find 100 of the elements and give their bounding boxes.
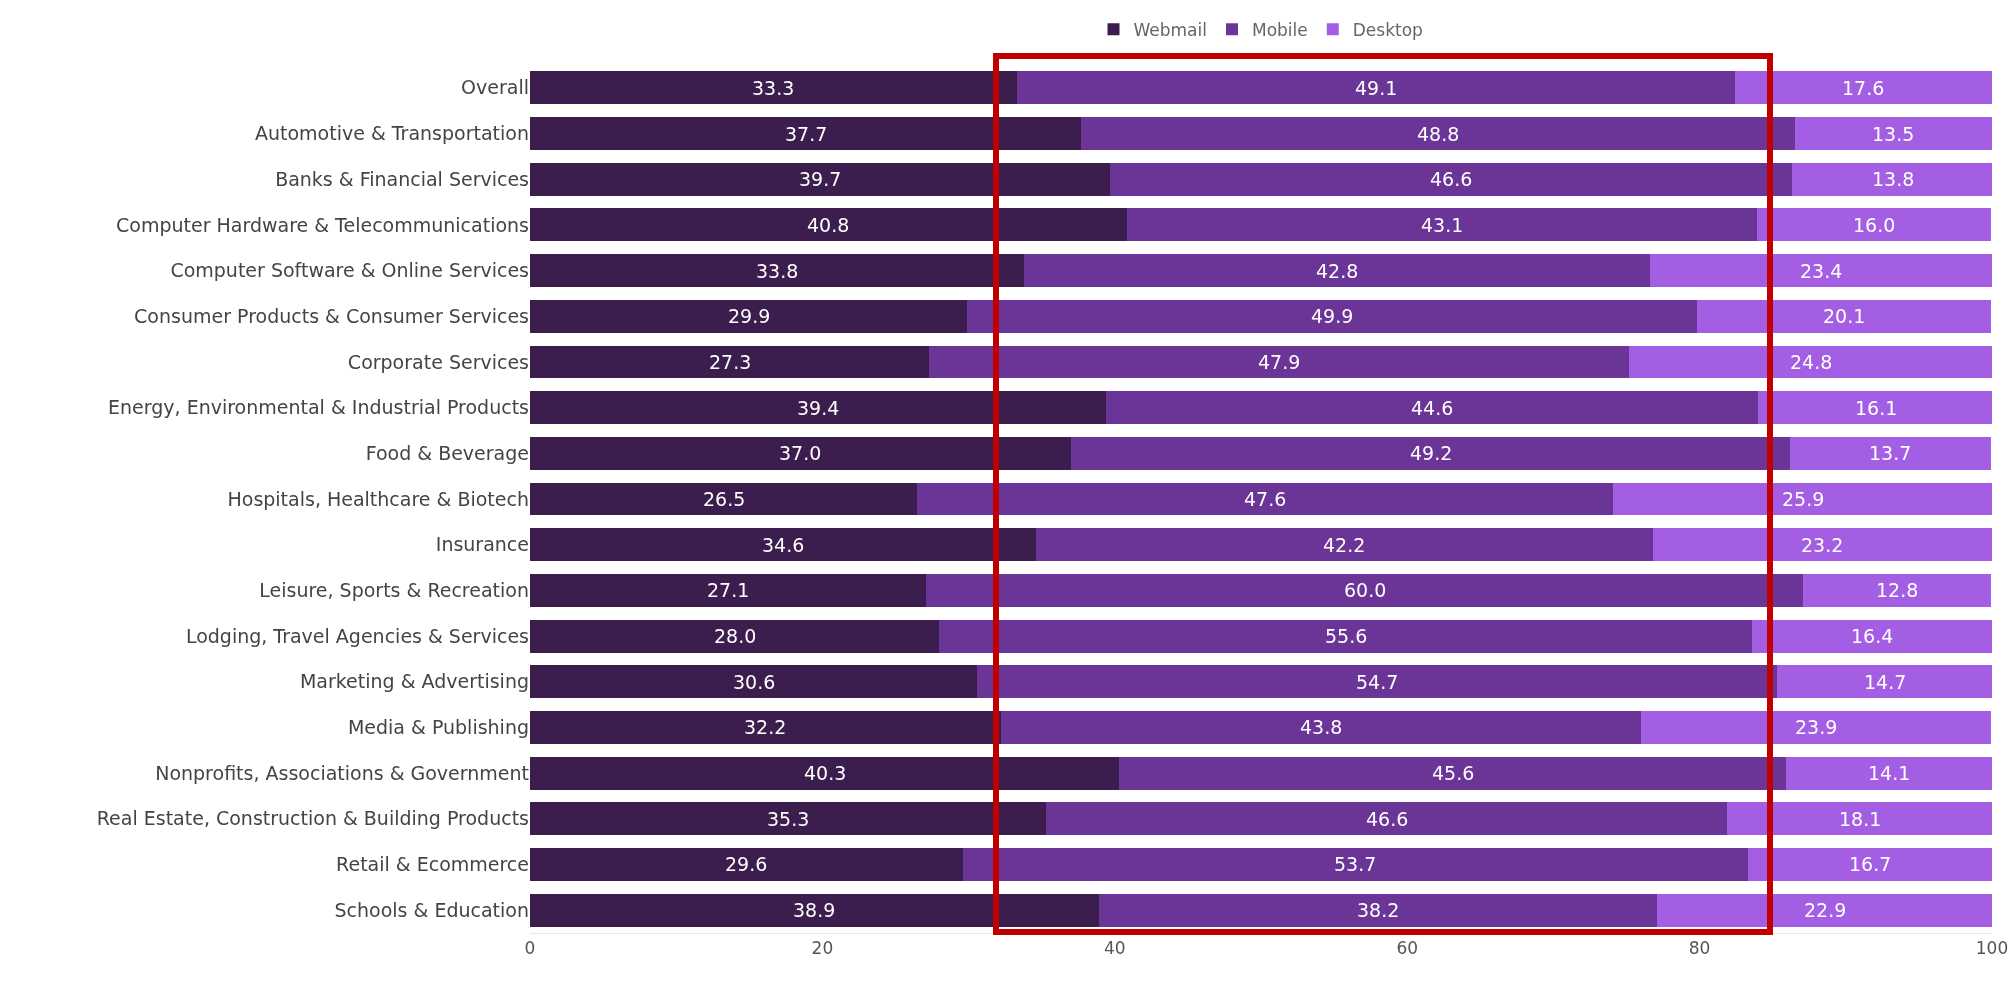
- y-tick-label: Food & Beverage: [365, 441, 529, 464]
- bar: [530, 573, 927, 607]
- bar: [1803, 573, 1991, 607]
- data-label: 29.6: [725, 853, 768, 875]
- data-label: 45.6: [1432, 762, 1475, 784]
- bar: [1046, 802, 1728, 836]
- x-tick-label: 20: [811, 938, 834, 959]
- x-tick-label: 40: [1103, 938, 1126, 959]
- data-label: 43.8: [1300, 716, 1343, 738]
- y-tick-label: Consumer Products & Consumer Services: [134, 304, 529, 327]
- y-tick-label: Retail & Ecommerce: [336, 853, 529, 876]
- bar: [530, 710, 1001, 744]
- bar: [939, 619, 1753, 653]
- bar: [1785, 756, 1992, 790]
- bar: [1794, 117, 1992, 150]
- x-tick-label: 60: [1396, 938, 1419, 959]
- data-label: 16.0: [1853, 214, 1896, 236]
- bar: [530, 345, 930, 379]
- bar: [1119, 756, 1786, 790]
- data-label: 38.9: [793, 899, 836, 921]
- data-label: 40.3: [804, 762, 847, 784]
- bar: [530, 756, 1120, 790]
- data-label: 34.6: [762, 534, 805, 556]
- data-label: 37.0: [779, 442, 822, 464]
- data-label: 33.3: [752, 77, 795, 99]
- bar: [530, 71, 1017, 105]
- bar: [530, 299, 968, 333]
- y-tick-label: Media & Publishing: [347, 716, 529, 739]
- bar: [917, 482, 1614, 516]
- bar: [530, 117, 1082, 150]
- bar: [1756, 208, 1991, 242]
- data-label: 13.7: [1869, 442, 1912, 464]
- data-label: 42.2: [1323, 534, 1366, 556]
- bar: [1110, 162, 1792, 196]
- x-tick-label: 100: [1975, 938, 2009, 959]
- data-label: 22.9: [1804, 899, 1847, 921]
- data-label: 12.8: [1876, 579, 1919, 601]
- data-label: 32.2: [744, 716, 787, 738]
- data-label: 27.1: [707, 579, 750, 601]
- data-label: 54.7: [1356, 671, 1399, 693]
- bar: [1070, 436, 1791, 470]
- legend-label: Webmail: [1133, 19, 1207, 40]
- data-label: 48.8: [1417, 123, 1460, 145]
- y-tick-label: Lodging, Travel Agencies & Services: [185, 624, 529, 647]
- data-label: 39.4: [797, 397, 840, 419]
- y-tick-label: Insurance: [435, 533, 529, 556]
- data-label: 46.6: [1366, 808, 1409, 830]
- data-label: 38.2: [1357, 899, 1400, 921]
- data-label: 26.5: [703, 488, 746, 510]
- data-label: 28.0: [714, 625, 757, 647]
- bar: [1747, 848, 1992, 881]
- bar: [530, 528, 1036, 562]
- bar: [1035, 528, 1653, 562]
- bar: [1613, 482, 1992, 516]
- y-tick-label: Schools & Education: [334, 898, 529, 921]
- bar: [530, 162, 1111, 196]
- data-label: 23.9: [1795, 716, 1838, 738]
- bar: [530, 802, 1047, 836]
- bar: [1081, 117, 1795, 150]
- bar: [530, 848, 963, 881]
- bar: [1024, 254, 1650, 288]
- bar: [1791, 162, 1992, 196]
- data-label: 33.8: [756, 260, 799, 282]
- data-label: 23.2: [1801, 534, 1844, 556]
- data-label: 18.1: [1839, 808, 1882, 830]
- bar: [1641, 710, 1991, 744]
- data-label: 17.6: [1842, 77, 1885, 99]
- data-label: 16.7: [1849, 853, 1892, 875]
- bar: [929, 345, 1630, 379]
- y-tick-label: Nonprofits, Associations & Government: [155, 761, 529, 784]
- data-label: 35.3: [767, 808, 810, 830]
- data-label: 14.7: [1864, 671, 1907, 693]
- bar: [1016, 71, 1735, 105]
- legend-label: Desktop: [1352, 19, 1423, 40]
- bar: [1000, 710, 1642, 744]
- data-label: 40.8: [807, 214, 850, 236]
- data-label: 29.9: [728, 305, 771, 327]
- bar: [1126, 208, 1757, 242]
- bar: [530, 665, 978, 699]
- bar: [1629, 345, 1992, 379]
- y-tick-label: Computer Software & Online Services: [170, 259, 529, 282]
- data-label: 20.1: [1823, 305, 1866, 327]
- data-label: 16.1: [1855, 397, 1898, 419]
- bar: [1777, 665, 1992, 699]
- data-label: 13.8: [1872, 168, 1915, 190]
- y-tick-label: Corporate Services: [347, 350, 529, 373]
- data-label: 49.1: [1355, 77, 1398, 99]
- y-tick-label: Automotive & Transportation: [255, 122, 529, 145]
- data-label: 46.6: [1430, 168, 1473, 190]
- data-label: 55.6: [1325, 625, 1368, 647]
- x-tick-label: 80: [1688, 938, 1711, 959]
- data-label: 49.9: [1311, 305, 1354, 327]
- data-label: 24.8: [1790, 351, 1833, 373]
- data-label: 14.1: [1868, 762, 1911, 784]
- y-tick-label: Hospitals, Healthcare & Biotech: [227, 487, 529, 510]
- data-label: 39.7: [799, 168, 842, 190]
- bar: [926, 573, 1804, 607]
- bar: [530, 436, 1071, 470]
- bar: [962, 848, 1748, 881]
- y-tick-label: Real Estate, Construction & Building Products: [96, 807, 529, 830]
